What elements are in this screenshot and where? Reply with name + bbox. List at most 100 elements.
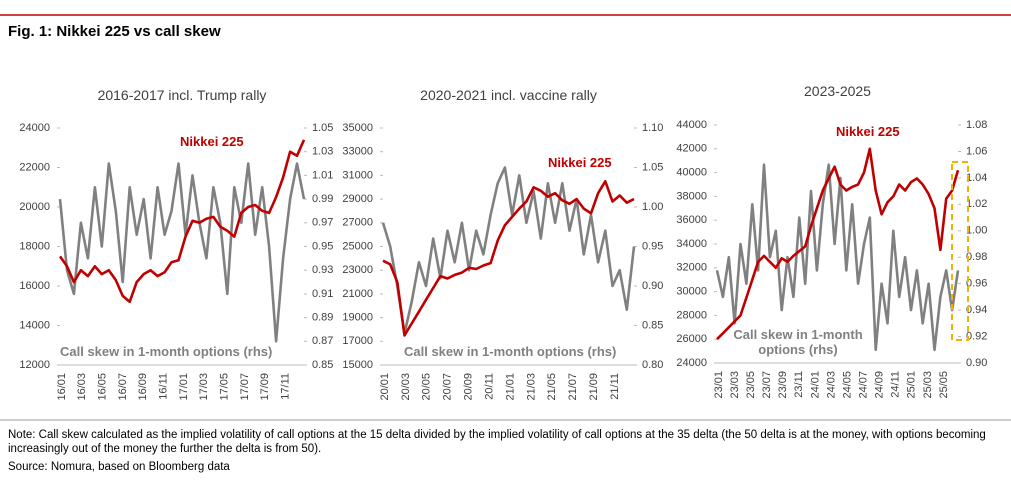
y-tick-label: 18000	[19, 240, 50, 252]
x-tick-label: 24/01	[809, 371, 821, 399]
x-tick-label: 24/11	[890, 371, 902, 398]
y2-tick-label: 1.08	[966, 119, 987, 131]
series-label: Nikkei 225	[548, 155, 612, 170]
series-label: Nikkei 225	[180, 134, 244, 149]
y2-tick-label: 1.05	[312, 122, 333, 134]
x-tick-label: 20/07	[442, 373, 454, 401]
x-tick-label: 23/01	[713, 371, 725, 399]
series-line	[381, 166, 636, 335]
x-tick-label: 25/01	[906, 371, 918, 399]
y-tick-label: 28000	[676, 309, 707, 321]
x-tick-label: 16/03	[76, 373, 88, 401]
x-tick-label: 24/03	[825, 371, 837, 399]
y2-tick-label: 0.89	[312, 312, 333, 324]
x-tick-label: 16/01	[56, 373, 68, 401]
series-label-line: Call skew in 1-month	[733, 327, 862, 342]
x-tick-label: 17/07	[239, 373, 251, 401]
series-line	[715, 163, 960, 352]
y-tick-label: 25000	[342, 240, 373, 252]
x-tick-label: 25/03	[922, 371, 934, 399]
y2-tick-label: 1.01	[312, 169, 333, 181]
y2-tick-label: 1.03	[312, 146, 333, 158]
y-tick-label: 31000	[342, 169, 373, 181]
y-tick-label: 27000	[342, 217, 373, 229]
y2-tick-label: 0.96	[966, 278, 987, 290]
x-tick-label: 17/03	[198, 373, 210, 401]
y-tick-label: 42000	[676, 143, 707, 155]
y-tick-label: 23000	[342, 264, 373, 276]
x-tick-label: 24/09	[874, 371, 886, 399]
y-tick-label: 32000	[676, 262, 707, 274]
y-tick-label: 33000	[342, 146, 373, 158]
series-label: Nikkei 225	[836, 124, 900, 139]
y2-tick-label: 1.04	[966, 172, 987, 184]
x-tick-label: 23/09	[777, 371, 789, 399]
x-tick-label: 16/11	[158, 373, 170, 400]
x-tick-label: 17/01	[178, 373, 190, 401]
note: Note: Call skew calculated as the implie…	[8, 429, 986, 455]
y2-tick-label: 0.90	[966, 357, 987, 369]
x-tick-label: 17/09	[259, 373, 271, 401]
y-tick-label: 38000	[676, 190, 707, 202]
x-tick-label: 23/03	[729, 371, 741, 399]
y-tick-label: 14000	[19, 319, 50, 331]
x-tick-label: 16/07	[117, 373, 129, 401]
x-tick-label: 23/05	[745, 371, 757, 399]
series-line	[58, 162, 306, 343]
y-tick-label: 22000	[19, 161, 50, 173]
y2-tick-label: 0.95	[312, 240, 333, 252]
x-tick-label: 21/03	[525, 373, 537, 401]
x-tick-label: 23/07	[761, 371, 773, 399]
y-tick-label: 17000	[342, 335, 373, 347]
y2-tick-label: 0.94	[966, 304, 987, 316]
x-tick-label: 21/11	[609, 373, 621, 400]
y2-tick-label: 0.85	[312, 359, 333, 371]
y-tick-label: 44000	[676, 119, 707, 131]
chart-title: 2023-2025	[804, 83, 871, 99]
y2-tick-label: 1.06	[966, 145, 987, 157]
x-tick-label: 20/01	[379, 373, 391, 401]
y2-tick-label: 0.98	[966, 251, 987, 263]
y-tick-label: 30000	[676, 286, 707, 298]
y2-tick-label: 1.00	[642, 201, 663, 213]
series-label: Call skew in 1-month options (rhs)	[404, 344, 616, 359]
y2-tick-label: 0.93	[312, 264, 333, 276]
x-tick-label: 20/09	[463, 373, 475, 401]
x-tick-label: 20/11	[483, 373, 495, 400]
x-tick-label: 23/11	[793, 371, 805, 398]
y-tick-label: 40000	[676, 167, 707, 179]
y-tick-label: 34000	[676, 238, 707, 250]
y-tick-label: 35000	[342, 122, 373, 134]
x-tick-label: 17/05	[219, 373, 231, 401]
y-tick-label: 24000	[19, 122, 50, 134]
figure-title: Fig. 1: Nikkei 225 vs call skew	[8, 23, 221, 40]
x-tick-label: 17/11	[280, 373, 292, 400]
y-tick-label: 16000	[19, 280, 50, 292]
series-label: Call skew in 1-month options (rhs)	[733, 327, 862, 357]
y2-tick-label: 1.05	[642, 161, 663, 173]
y-tick-label: 15000	[342, 359, 373, 371]
chart-title: 2020-2021 incl. vaccine rally	[420, 87, 597, 103]
y2-tick-label: 1.02	[966, 198, 987, 210]
series-label-line: options (rhs)	[758, 342, 837, 357]
y2-tick-label: 0.85	[642, 319, 663, 331]
y2-tick-label: 0.91	[312, 288, 333, 300]
y2-tick-label: 0.87	[312, 335, 333, 347]
y-tick-label: 29000	[342, 193, 373, 205]
y2-tick-label: 1.10	[642, 122, 663, 134]
x-tick-label: 24/05	[841, 371, 853, 399]
y2-tick-label: 0.80	[642, 359, 663, 371]
y-tick-label: 26000	[676, 333, 707, 345]
highlight-box	[951, 161, 969, 341]
x-tick-label: 21/09	[588, 373, 600, 401]
x-tick-label: 24/07	[858, 371, 870, 399]
y-tick-label: 19000	[342, 312, 373, 324]
chart-title: 2016-2017 incl. Trump rally	[98, 87, 267, 103]
x-tick-label: 21/05	[546, 373, 558, 401]
x-tick-label: 21/01	[504, 373, 516, 401]
y2-tick-label: 0.95	[642, 240, 663, 252]
y2-tick-label: 0.99	[312, 193, 333, 205]
y2-tick-label: 0.90	[642, 280, 663, 292]
y2-tick-label: 0.92	[966, 330, 987, 342]
x-tick-label: 21/07	[567, 373, 579, 401]
